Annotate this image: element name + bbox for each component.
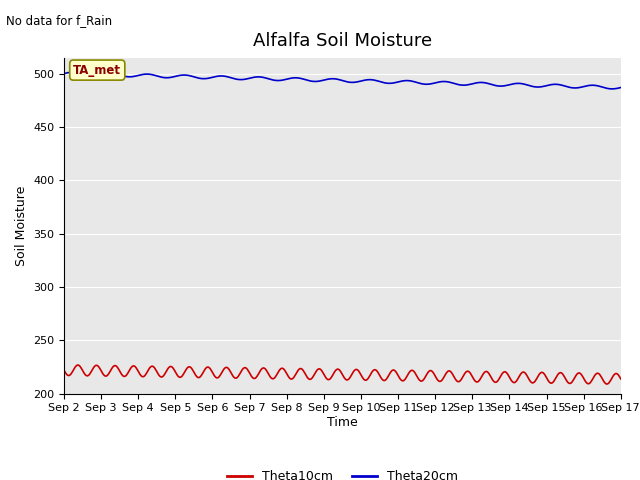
Title: Alfalfa Soil Moisture: Alfalfa Soil Moisture bbox=[253, 33, 432, 50]
X-axis label: Time: Time bbox=[327, 416, 358, 429]
Text: No data for f_Rain: No data for f_Rain bbox=[6, 14, 113, 27]
Text: TA_met: TA_met bbox=[73, 64, 122, 77]
Legend: Theta10cm, Theta20cm: Theta10cm, Theta20cm bbox=[222, 465, 463, 480]
Y-axis label: Soil Moisture: Soil Moisture bbox=[15, 185, 28, 266]
